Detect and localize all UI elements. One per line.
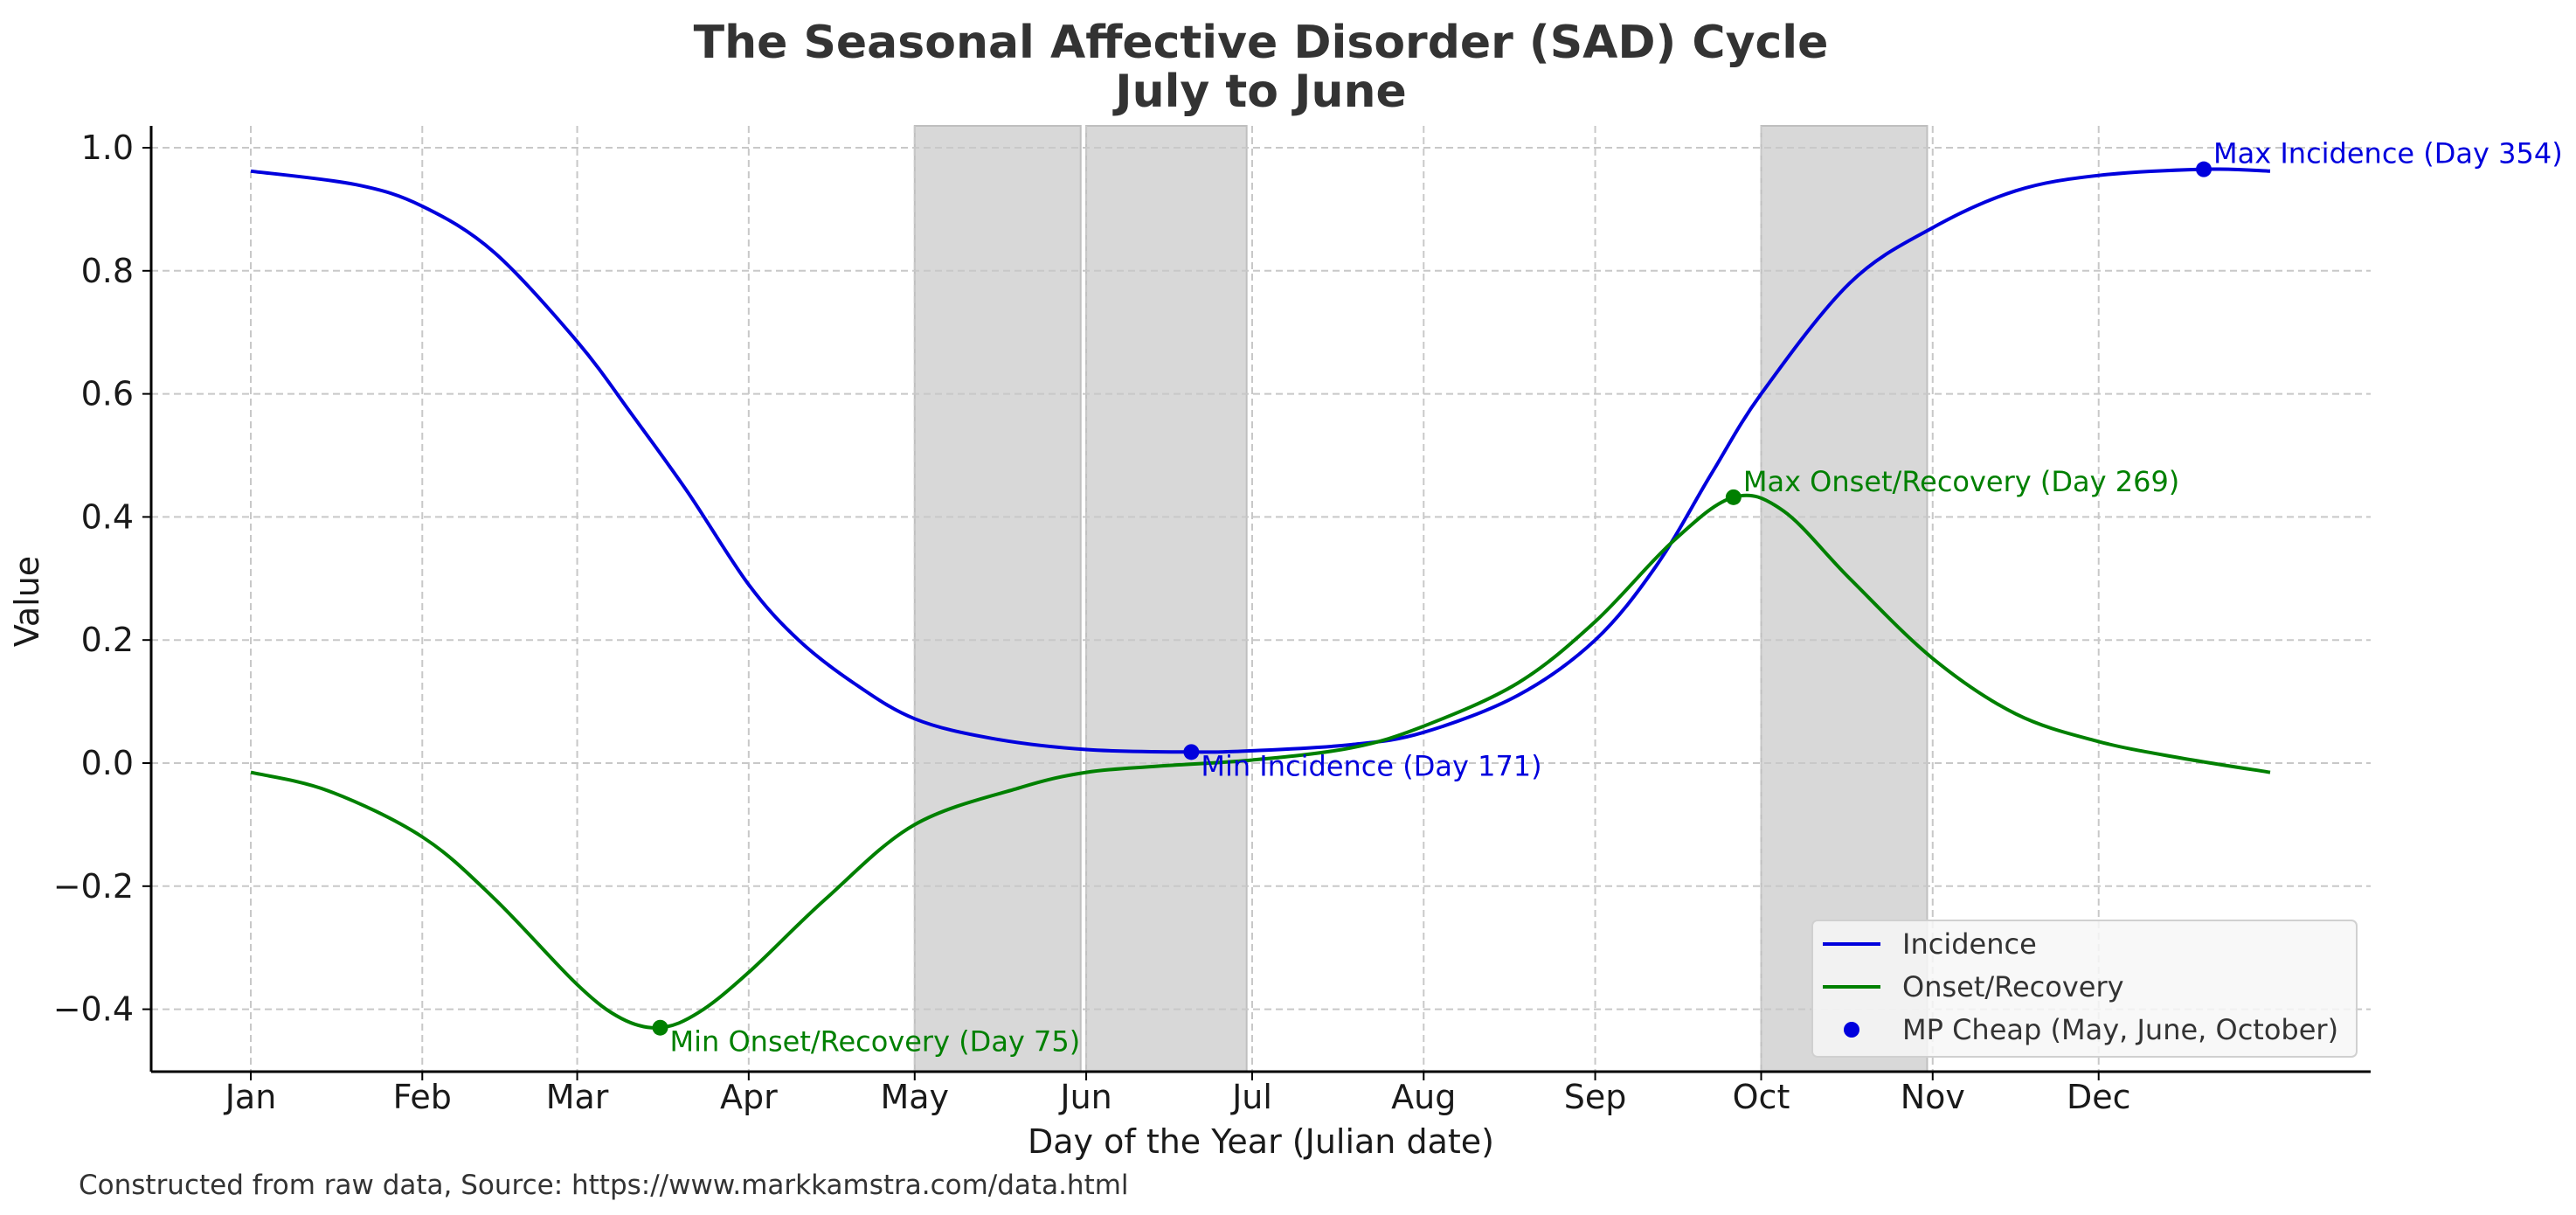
- x-tick-label: Jun: [1058, 1078, 1111, 1116]
- y-tick-label: 0.6: [81, 375, 134, 413]
- y-tick-label: 0.8: [81, 252, 134, 290]
- annotation-label: Min Onset/Recovery (Day 75): [670, 1025, 1081, 1059]
- annotation-markers: Max Incidence (Day 354) Min Incidence (Da…: [652, 137, 2563, 1059]
- series-line-incidence: [250, 167, 2271, 754]
- legend-label-mp-cheap: MP Cheap (May, June, October): [1902, 1013, 2338, 1046]
- annotation-marker: [652, 1019, 668, 1036]
- x-axis-label: Day of the Year (Julian date): [1028, 1122, 1494, 1161]
- y-tick-label: 0.0: [81, 744, 134, 782]
- chart-subtitle: July to June: [1112, 66, 1407, 118]
- source-note: Constructed from raw data, Source: https…: [79, 1170, 1129, 1201]
- x-tick-label: Dec: [2067, 1078, 2131, 1116]
- x-tick-label: Aug: [1391, 1078, 1456, 1116]
- y-tick-label: −0.2: [53, 867, 134, 906]
- x-tick-label: Oct: [1733, 1078, 1790, 1116]
- x-tick-label: Mar: [546, 1078, 609, 1116]
- annotation-label: Max Incidence (Day 354): [2213, 137, 2563, 170]
- legend-marker-mp-cheap: [1844, 1022, 1859, 1038]
- shaded-region-may: [913, 125, 1082, 1073]
- x-tick-label: Feb: [393, 1078, 452, 1116]
- y-tick-label: 0.4: [81, 497, 134, 536]
- series-lines: [250, 167, 2271, 1030]
- ticks: Jan Feb Mar Apr May Jun Jul Aug Sep Oct Nov Dec 1.0 0…: [53, 128, 2131, 1116]
- legend-box: [1811, 920, 2358, 1058]
- axes: [149, 126, 2371, 1073]
- x-tick-label: Apr: [720, 1078, 778, 1116]
- x-tick-label: May: [880, 1078, 949, 1116]
- y-tick-label: −0.4: [53, 990, 134, 1029]
- x-tick-label: Jul: [1230, 1078, 1272, 1116]
- series-line-onset-recovery: [250, 493, 2271, 1030]
- annotation-marker: [2196, 161, 2212, 177]
- legend: Incidence Onset/Recovery MP Cheap (May, …: [1811, 920, 2358, 1058]
- legend-label-onset-recovery: Onset/Recovery: [1902, 970, 2124, 1003]
- annotation-marker: [1183, 744, 1200, 760]
- x-tick-label: Sep: [1564, 1078, 1627, 1116]
- y-tick-label: 0.2: [81, 621, 134, 659]
- chart-title: The Seasonal Affective Disorder (SAD) Cy…: [694, 17, 1829, 69]
- annotation-label: Max Onset/Recovery (Day 269): [1743, 465, 2179, 498]
- shaded-region-october: [1760, 125, 1929, 1073]
- x-tick-label: Jan: [224, 1078, 277, 1116]
- x-tick-label: Nov: [1901, 1078, 1965, 1116]
- annotation-label: Min Incidence (Day 171): [1201, 749, 1541, 782]
- legend-label-incidence: Incidence: [1902, 927, 2037, 961]
- grid: [151, 126, 2371, 1072]
- annotation-marker: [1725, 489, 1742, 505]
- shaded-regions: [913, 125, 1929, 1073]
- y-axis-label: Value: [8, 556, 46, 647]
- y-tick-label: 1.0: [81, 128, 134, 167]
- shaded-region-june: [1085, 125, 1248, 1073]
